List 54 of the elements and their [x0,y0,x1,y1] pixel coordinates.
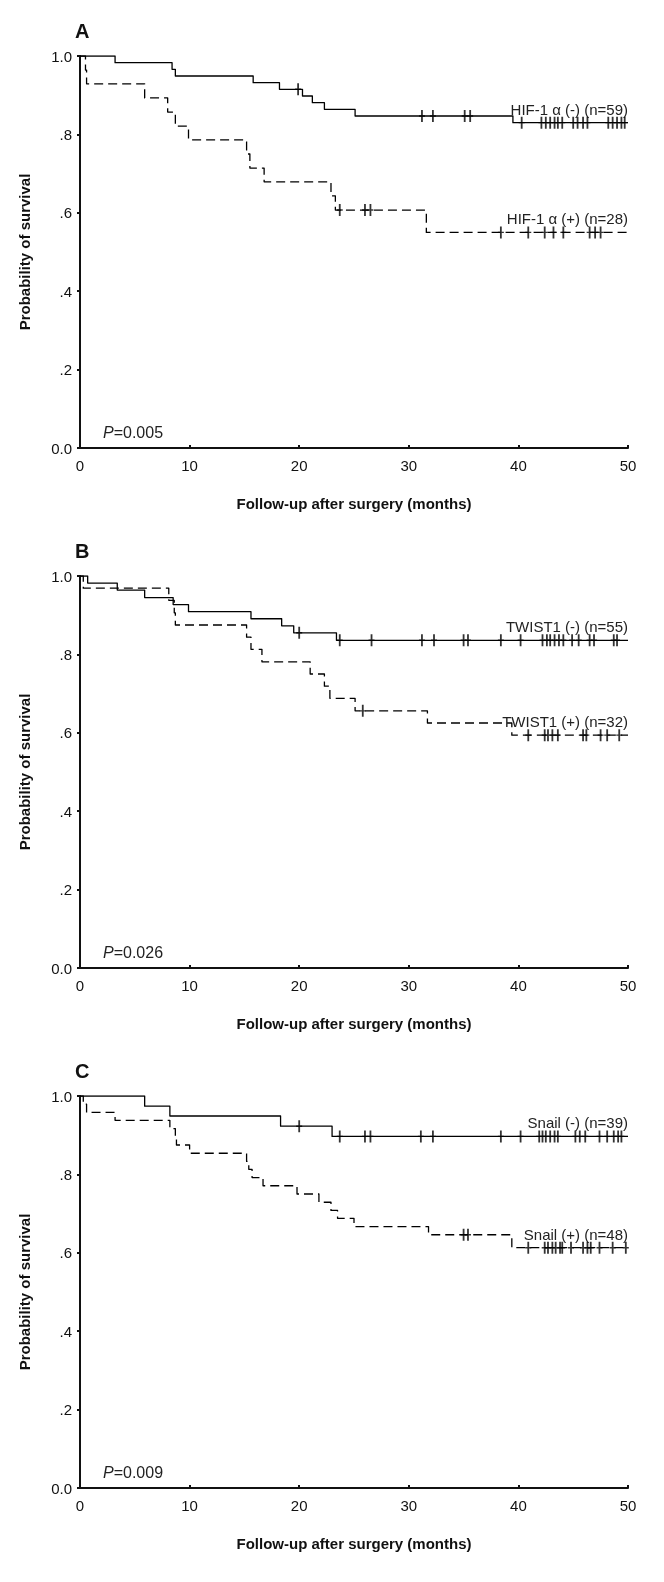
chart-title: B [75,540,90,562]
chart-title: C [75,1060,90,1082]
y-tick-label: .2 [59,881,72,899]
y-tick-label: 0.0 [51,959,72,977]
x-tick-label: 30 [400,977,418,994]
series-label: HIF-1 α (+) (n=28) [506,210,628,228]
series-label: HIF-1 α (-) (n=59) [510,100,628,118]
x-tick-label: 40 [510,977,527,994]
x-axis-title: Follow-up after surgery (months) [236,1535,472,1552]
x-tick-label: 40 [510,457,527,474]
y-tick-label: 1.0 [51,567,72,585]
x-tick-label: 30 [400,1497,418,1514]
x-tick-label: 0 [75,977,85,994]
x-tick-label: 0 [75,1497,85,1514]
y-tick-label: .6 [59,204,72,222]
y-tick-label: .6 [59,1244,72,1262]
y-tick-label: .6 [59,724,72,742]
y-tick-label: 1.0 [51,1087,72,1105]
series-label: Snail (-) (n=39) [527,1114,628,1132]
x-tick-label: 20 [290,977,308,994]
series-label: TWIST1 (+) (n=32) [502,713,628,731]
y-tick-label: .8 [59,1165,72,1183]
x-tick-label: 20 [290,457,308,474]
y-tick-label: .8 [59,645,72,663]
y-tick-label: .8 [59,125,72,143]
y-tick-label: 0.0 [51,1479,72,1497]
annotation: P=0.005 [103,423,164,441]
y-tick-label: .4 [59,802,72,820]
y-tick-label: .2 [59,361,72,379]
x-axis-title: Follow-up after surgery (months) [236,495,472,512]
y-tick-label: .2 [59,1401,72,1419]
annotation: P=0.026 [103,943,164,961]
x-tick-label: 10 [181,977,198,994]
x-tick-label: 50 [619,457,637,474]
x-tick-label: 10 [181,457,198,474]
x-tick-label: 20 [290,1497,308,1514]
annotation: P=0.009 [103,1463,164,1481]
series-label: TWIST1 (-) (n=55) [505,618,628,636]
x-tick-label: 40 [510,1497,527,1514]
y-tick-label: .4 [59,1322,72,1340]
y-tick-label: 1.0 [51,47,72,65]
x-tick-label: 50 [619,977,637,994]
chart-title: A [75,20,90,42]
series-label: Snail (+) (n=48) [523,1225,628,1243]
y-tick-label: 0.0 [51,439,72,457]
y-tick-label: .4 [59,282,72,300]
y-axis-title: Probability of survival [16,1213,33,1371]
x-axis-title: Follow-up after surgery (months) [236,1015,472,1032]
x-tick-label: 0 [75,457,85,474]
x-tick-label: 50 [619,1497,637,1514]
x-tick-label: 30 [400,457,418,474]
y-axis-title: Probability of survival [16,173,33,331]
x-tick-label: 10 [181,1497,198,1514]
y-axis-title: Probability of survival [16,693,33,851]
